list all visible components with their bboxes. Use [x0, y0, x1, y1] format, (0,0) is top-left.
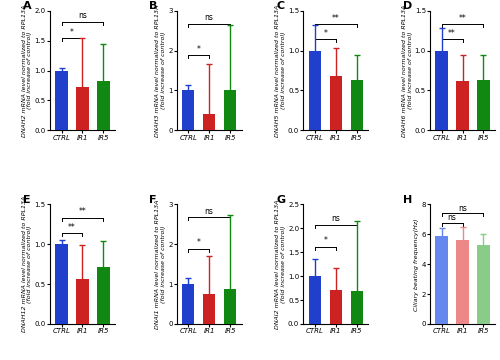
Text: F: F: [150, 195, 157, 205]
Text: A: A: [22, 1, 32, 11]
Bar: [76, 87, 89, 130]
Bar: [330, 289, 342, 324]
Y-axis label: DNAH12 mRNA level normalized to RPL13A
(fold increase of control): DNAH12 mRNA level normalized to RPL13A (…: [22, 196, 32, 332]
Text: **: **: [458, 14, 466, 23]
Text: **: **: [448, 29, 456, 38]
Bar: [330, 76, 342, 130]
Y-axis label: DNAI2 mRNA level normalized to RPL13A
(fold increase of control): DNAI2 mRNA level normalized to RPL13A (f…: [275, 199, 286, 329]
Bar: [97, 81, 110, 130]
Text: G: G: [276, 195, 285, 205]
Text: D: D: [403, 1, 412, 11]
Y-axis label: DNAH3 mRNA level normalized to RPL13A
(fold increase of control): DNAH3 mRNA level normalized to RPL13A (f…: [155, 4, 166, 137]
Y-axis label: DNAH2 mRNA level normalized to RPL13A
(fold increase of control): DNAH2 mRNA level normalized to RPL13A (f…: [22, 4, 32, 137]
Bar: [224, 90, 236, 130]
Bar: [224, 289, 236, 324]
Text: *: *: [196, 45, 200, 54]
Text: *: *: [70, 27, 74, 36]
Text: **: **: [68, 222, 76, 231]
Bar: [456, 240, 469, 324]
Text: H: H: [403, 195, 412, 205]
Bar: [477, 80, 490, 130]
Text: ns: ns: [458, 203, 467, 212]
Bar: [76, 279, 89, 324]
Text: C: C: [276, 1, 284, 11]
Text: **: **: [78, 207, 86, 216]
Text: ns: ns: [332, 214, 340, 223]
Text: **: **: [332, 14, 340, 23]
Bar: [55, 244, 68, 324]
Bar: [182, 284, 194, 324]
Bar: [477, 245, 490, 324]
Bar: [456, 81, 469, 130]
Y-axis label: DNAI1 mRNA level normalized to RPL13A
(fold increase of control): DNAI1 mRNA level normalized to RPL13A (f…: [155, 199, 166, 329]
Text: ns: ns: [204, 207, 214, 216]
Y-axis label: DNAH5 mRNA level normalized to RPL13A
(fold increase of control): DNAH5 mRNA level normalized to RPL13A (f…: [275, 4, 286, 137]
Bar: [55, 71, 68, 130]
Text: B: B: [150, 1, 158, 11]
Text: E: E: [22, 195, 30, 205]
Y-axis label: DNAH6 mRNA level normalized to RPL13A
(fold increase of control): DNAH6 mRNA level normalized to RPL13A (f…: [402, 4, 412, 137]
Text: ns: ns: [78, 12, 87, 21]
Bar: [350, 292, 363, 324]
Bar: [308, 276, 321, 324]
Y-axis label: Ciliary beating frequency(Hz): Ciliary beating frequency(Hz): [414, 218, 420, 311]
Bar: [350, 80, 363, 130]
Bar: [436, 51, 448, 130]
Text: ns: ns: [204, 13, 214, 22]
Text: *: *: [324, 29, 328, 38]
Bar: [97, 267, 110, 324]
Bar: [203, 114, 215, 130]
Bar: [182, 90, 194, 130]
Text: *: *: [196, 238, 200, 247]
Bar: [308, 51, 321, 130]
Bar: [436, 236, 448, 324]
Bar: [203, 294, 215, 324]
Text: *: *: [324, 236, 328, 245]
Text: ns: ns: [448, 213, 456, 222]
